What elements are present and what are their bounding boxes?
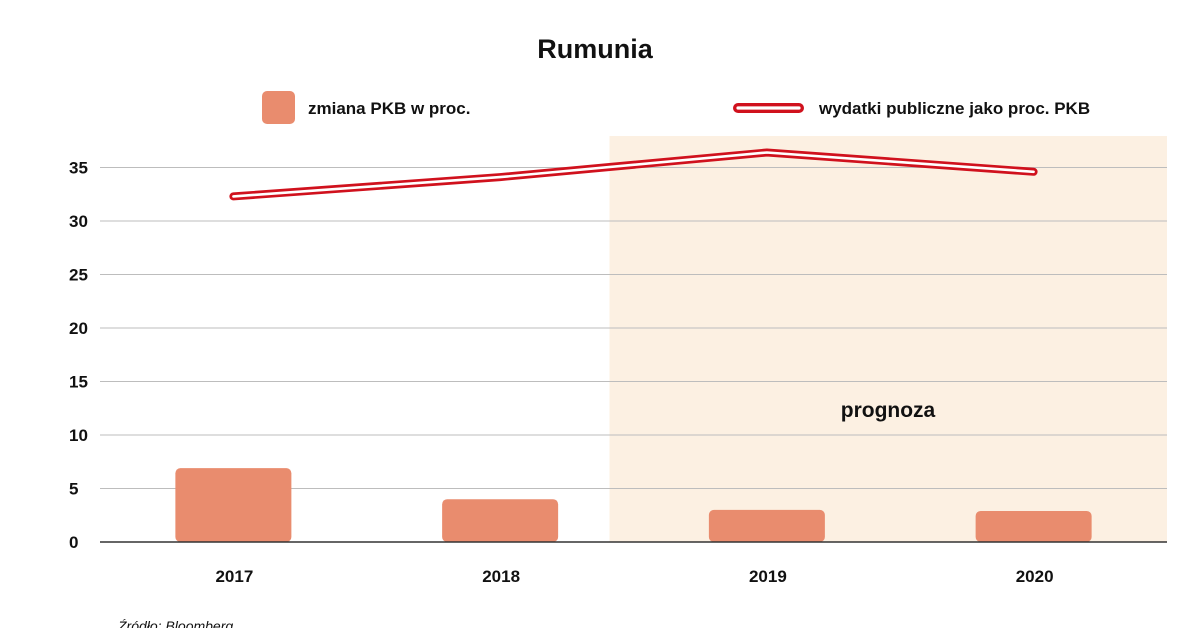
y-tick-label: 15 bbox=[69, 373, 88, 392]
x-tick-label: 2019 bbox=[749, 567, 787, 586]
y-tick-label: 5 bbox=[69, 480, 78, 499]
y-tick-label: 35 bbox=[69, 159, 88, 178]
x-tick-label: 2020 bbox=[1016, 567, 1054, 586]
y-axis-ticks: 0 5 10 15 20 25 30 35 bbox=[69, 159, 88, 553]
legend-line-label: wydatki publiczne jako proc. PKB bbox=[818, 99, 1090, 118]
line-series-highlight bbox=[232, 151, 1035, 198]
x-axis-ticks: 2017 2018 2019 2020 bbox=[215, 567, 1053, 586]
line-series bbox=[229, 148, 1038, 201]
y-tick-label: 0 bbox=[69, 533, 78, 552]
bar bbox=[442, 499, 559, 542]
x-tick-label: 2017 bbox=[215, 567, 253, 586]
chart-title: Rumunia bbox=[537, 34, 653, 64]
forecast-shading bbox=[609, 136, 1167, 542]
bar bbox=[708, 509, 825, 542]
bar bbox=[175, 468, 292, 542]
bar bbox=[975, 510, 1092, 542]
legend-bar-swatch bbox=[262, 91, 295, 124]
x-tick-label: 2018 bbox=[482, 567, 520, 586]
y-tick-label: 20 bbox=[69, 319, 88, 338]
legend-bar-label: zmiana PKB w proc. bbox=[308, 99, 470, 118]
y-tick-label: 25 bbox=[69, 266, 88, 285]
y-tick-label: 10 bbox=[69, 426, 88, 445]
forecast-label: prognoza bbox=[841, 399, 936, 422]
source-note: Źródło: Bloomberg bbox=[117, 618, 233, 628]
y-tick-label: 30 bbox=[69, 212, 88, 231]
bar-series bbox=[175, 468, 1092, 542]
gridlines bbox=[100, 167, 1167, 489]
